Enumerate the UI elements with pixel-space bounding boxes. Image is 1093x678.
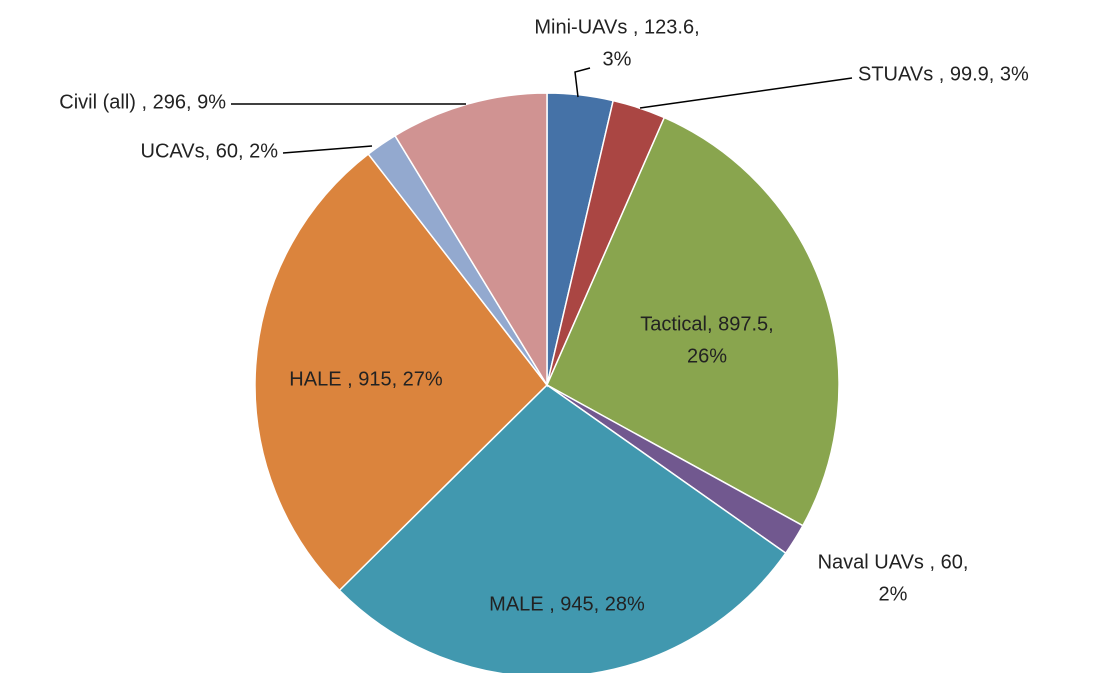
data-label: Civil (all) , 296, 9% — [59, 91, 226, 113]
pie-slice — [546, 116, 840, 527]
leader-line — [639, 77, 853, 109]
leader-line — [282, 145, 373, 154]
data-label: Naval UAVs , 60, — [818, 551, 969, 573]
data-label: Tactical, 897.5, — [640, 313, 773, 335]
data-label: Mini-UAVs , 123.6, — [534, 16, 699, 38]
pie-slice — [393, 92, 548, 388]
data-label: UCAVs, 60, 2% — [141, 140, 279, 162]
data-label: 26% — [687, 345, 727, 367]
data-label: MALE , 945, 28% — [489, 593, 645, 615]
pie-slice — [254, 152, 548, 592]
data-label: 3% — [603, 48, 632, 70]
data-label: STUAVs , 99.9, 3% — [858, 63, 1029, 85]
data-label: 2% — [879, 583, 908, 605]
data-label: HALE , 915, 27% — [289, 368, 443, 390]
leader-line — [574, 67, 591, 98]
